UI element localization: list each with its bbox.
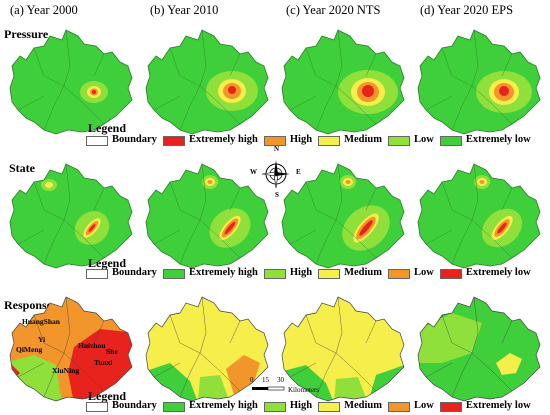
legend-title-pressure: Legend [88, 121, 127, 135]
map-response-2010 [145, 296, 269, 402]
legend-label: High [289, 400, 313, 411]
column-title-2010: (b) Year 2010 [150, 3, 219, 17]
place-label-huizhou: Huizhou [78, 341, 106, 350]
legend-swatch [162, 269, 185, 279]
legend-label: Low [413, 400, 434, 411]
legend-label: Medium [344, 267, 382, 278]
map-pressure-2010 [145, 29, 269, 135]
map-pressure-2020-eps [417, 29, 541, 135]
map-state-2020-eps [417, 163, 541, 269]
scale-tick-15: 15 [262, 376, 269, 384]
scale-tick-0: 0 [250, 376, 254, 384]
place-label-xiuning: XiuNing [52, 366, 80, 375]
legend-swatch [86, 402, 108, 412]
legend-swatch [387, 402, 410, 412]
legend-label: Extremely high [188, 267, 258, 278]
legend-swatch [439, 269, 462, 279]
column-title-2020-nts: (c) Year 2020 NTS [286, 3, 381, 17]
place-label-tunxi: Tunxi [94, 358, 113, 367]
legend-swatch [387, 269, 410, 279]
legend-swatch [86, 136, 108, 146]
map-response-2020-eps [417, 296, 541, 402]
legend-swatch [318, 402, 341, 412]
legend-label: Medium [344, 134, 382, 145]
place-label-yi: Yi [38, 335, 46, 344]
map-state-2010 [145, 163, 269, 269]
legend-label: High [289, 134, 313, 145]
legend-label: Low [413, 267, 434, 278]
column-title-2020-eps: (d) Year 2020 EPS [420, 3, 514, 17]
legend-swatch [263, 269, 286, 279]
legend-label: Boundary [112, 400, 157, 411]
scale-unit-label: Kilometers [288, 386, 320, 394]
legend-pressure: Boundary Extremely high High Medium Low … [86, 133, 546, 149]
legend-swatch [387, 136, 410, 146]
legend-label: Extremely low [465, 267, 531, 278]
compass-west-label: W [250, 168, 257, 176]
legend-state: Boundary Extremely high High Medium Low … [86, 266, 546, 282]
legend-label: Boundary [112, 134, 157, 145]
compass-north-label: N [274, 145, 280, 153]
map-pressure-2000 [9, 29, 133, 135]
legend-label: Medium [344, 400, 382, 411]
compass-south-label: S [275, 191, 279, 199]
legend-label: Extremely low [465, 134, 531, 145]
compass-east-label: E [296, 168, 301, 176]
legend-title-state: Legend [88, 256, 127, 270]
legend-label: Extremely high [188, 400, 258, 411]
legend-swatch [263, 402, 286, 412]
legend-swatch [439, 136, 462, 146]
legend-label: Extremely low [465, 400, 531, 411]
legend-swatch [439, 402, 462, 412]
legend-swatch [162, 136, 185, 146]
legend-label: Boundary [112, 267, 157, 278]
map-response-2000 [9, 296, 133, 402]
legend-swatch [263, 136, 286, 146]
map-response-2020-nts [281, 296, 405, 402]
legend-label: Low [413, 134, 434, 145]
map-state-2020-nts [281, 163, 405, 269]
legend-title-response: Legend [88, 389, 127, 403]
place-label-huangshan: HuangShan [22, 317, 60, 326]
place-label-she: She [106, 347, 118, 356]
north-arrow-compass-icon [261, 160, 290, 189]
legend-label: High [289, 267, 313, 278]
legend-swatch [318, 136, 341, 146]
column-title-2000: (a) Year 2000 [10, 3, 78, 17]
row-label-response: Response [4, 298, 53, 312]
scale-tick-30: 30 [277, 376, 284, 384]
legend-response: Boundary Extremely high High Medium Low … [86, 399, 546, 415]
map-state-2000 [9, 163, 133, 269]
row-label-state: State [9, 161, 35, 175]
map-pressure-2020-nts [281, 29, 405, 135]
legend-label: Extremely high [188, 134, 258, 145]
legend-swatch [162, 402, 185, 412]
legend-swatch [86, 269, 108, 279]
legend-swatch [318, 269, 341, 279]
row-label-pressure: Pressure [4, 27, 49, 41]
place-label-qimeng: QiMeng [16, 345, 43, 354]
scale-bar [252, 386, 285, 391]
